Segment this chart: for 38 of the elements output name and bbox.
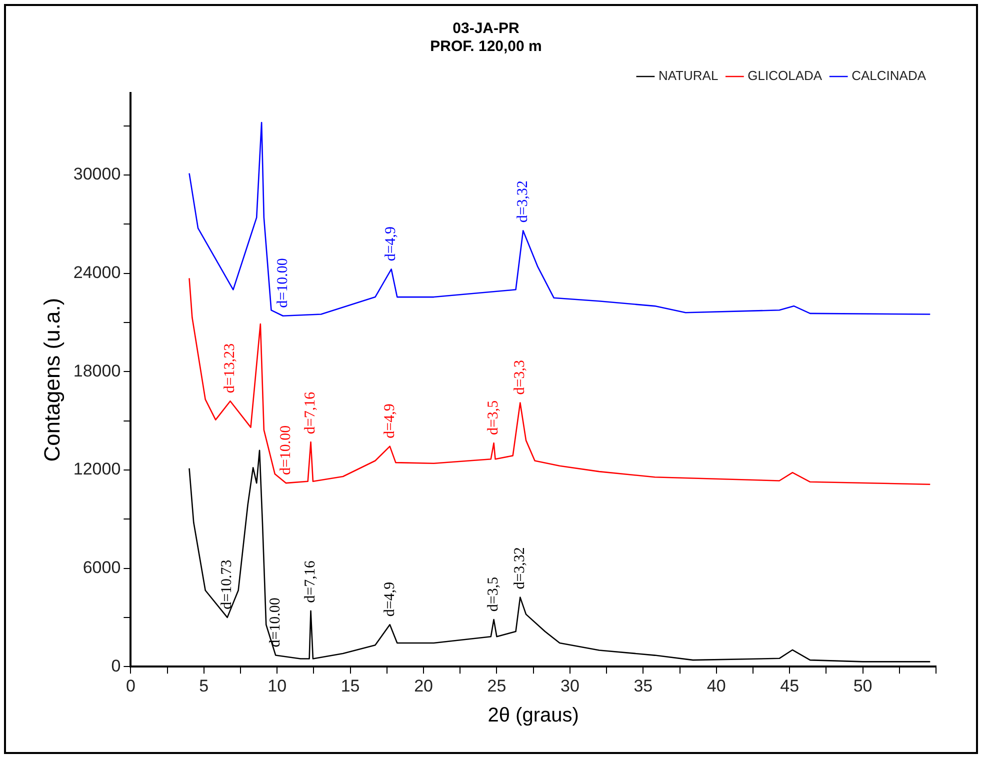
x-tick-label: 35 <box>634 676 653 696</box>
annotation: d=3,32 <box>512 547 528 590</box>
annotation: d=10.00 <box>278 425 294 476</box>
annotation: d=7,16 <box>302 391 319 434</box>
annotation: d=10.00 <box>274 258 291 308</box>
annotation: d=10.00 <box>268 598 284 648</box>
annotation: d=3,5 <box>486 576 502 612</box>
x-tick-label: 5 <box>199 676 209 696</box>
annotation: d=3,32 <box>515 180 532 223</box>
x-tick-label: 0 <box>126 676 136 696</box>
x-tick-label: 20 <box>414 676 433 696</box>
y-tick-label: 24000 <box>73 262 121 282</box>
annotation: d=3,5 <box>486 400 502 436</box>
y-axis-title: Contagens (u.a.) <box>39 298 64 462</box>
y-tick-label: 6000 <box>82 558 121 577</box>
legend-label: GLICOLADA <box>748 68 822 84</box>
legend-label: NATURAL <box>658 68 718 84</box>
x-tick-label: 45 <box>780 676 800 696</box>
y-tick-label: 30000 <box>73 164 121 184</box>
y-tick-label: 0 <box>111 656 121 676</box>
annotation: d=10.73 <box>219 560 236 610</box>
y-tick-label: 12000 <box>73 460 121 479</box>
annotation: d=3,3 <box>512 360 528 395</box>
annotation: d=13,23 <box>222 343 238 394</box>
x-tick-label: 15 <box>340 676 360 696</box>
x-tick-label: 30 <box>560 676 580 696</box>
chart-title: 03-JA-PR PROF. 120,00 m <box>430 20 542 56</box>
annotation: d=7,16 <box>302 560 319 603</box>
legend-label: CALCINADA <box>852 68 926 84</box>
x-axis-title: 2θ (graus) <box>488 704 579 727</box>
annotation: d=4,9 <box>382 404 398 438</box>
x-tick-label: 40 <box>706 676 726 696</box>
y-tick-label: 18000 <box>73 361 121 380</box>
annotation: d=4,9 <box>383 226 400 262</box>
x-tick-label: 10 <box>268 676 287 696</box>
x-tick-label: 50 <box>853 676 872 696</box>
x-tick-label: 25 <box>487 676 506 696</box>
annotation: d=4,9 <box>382 582 398 617</box>
